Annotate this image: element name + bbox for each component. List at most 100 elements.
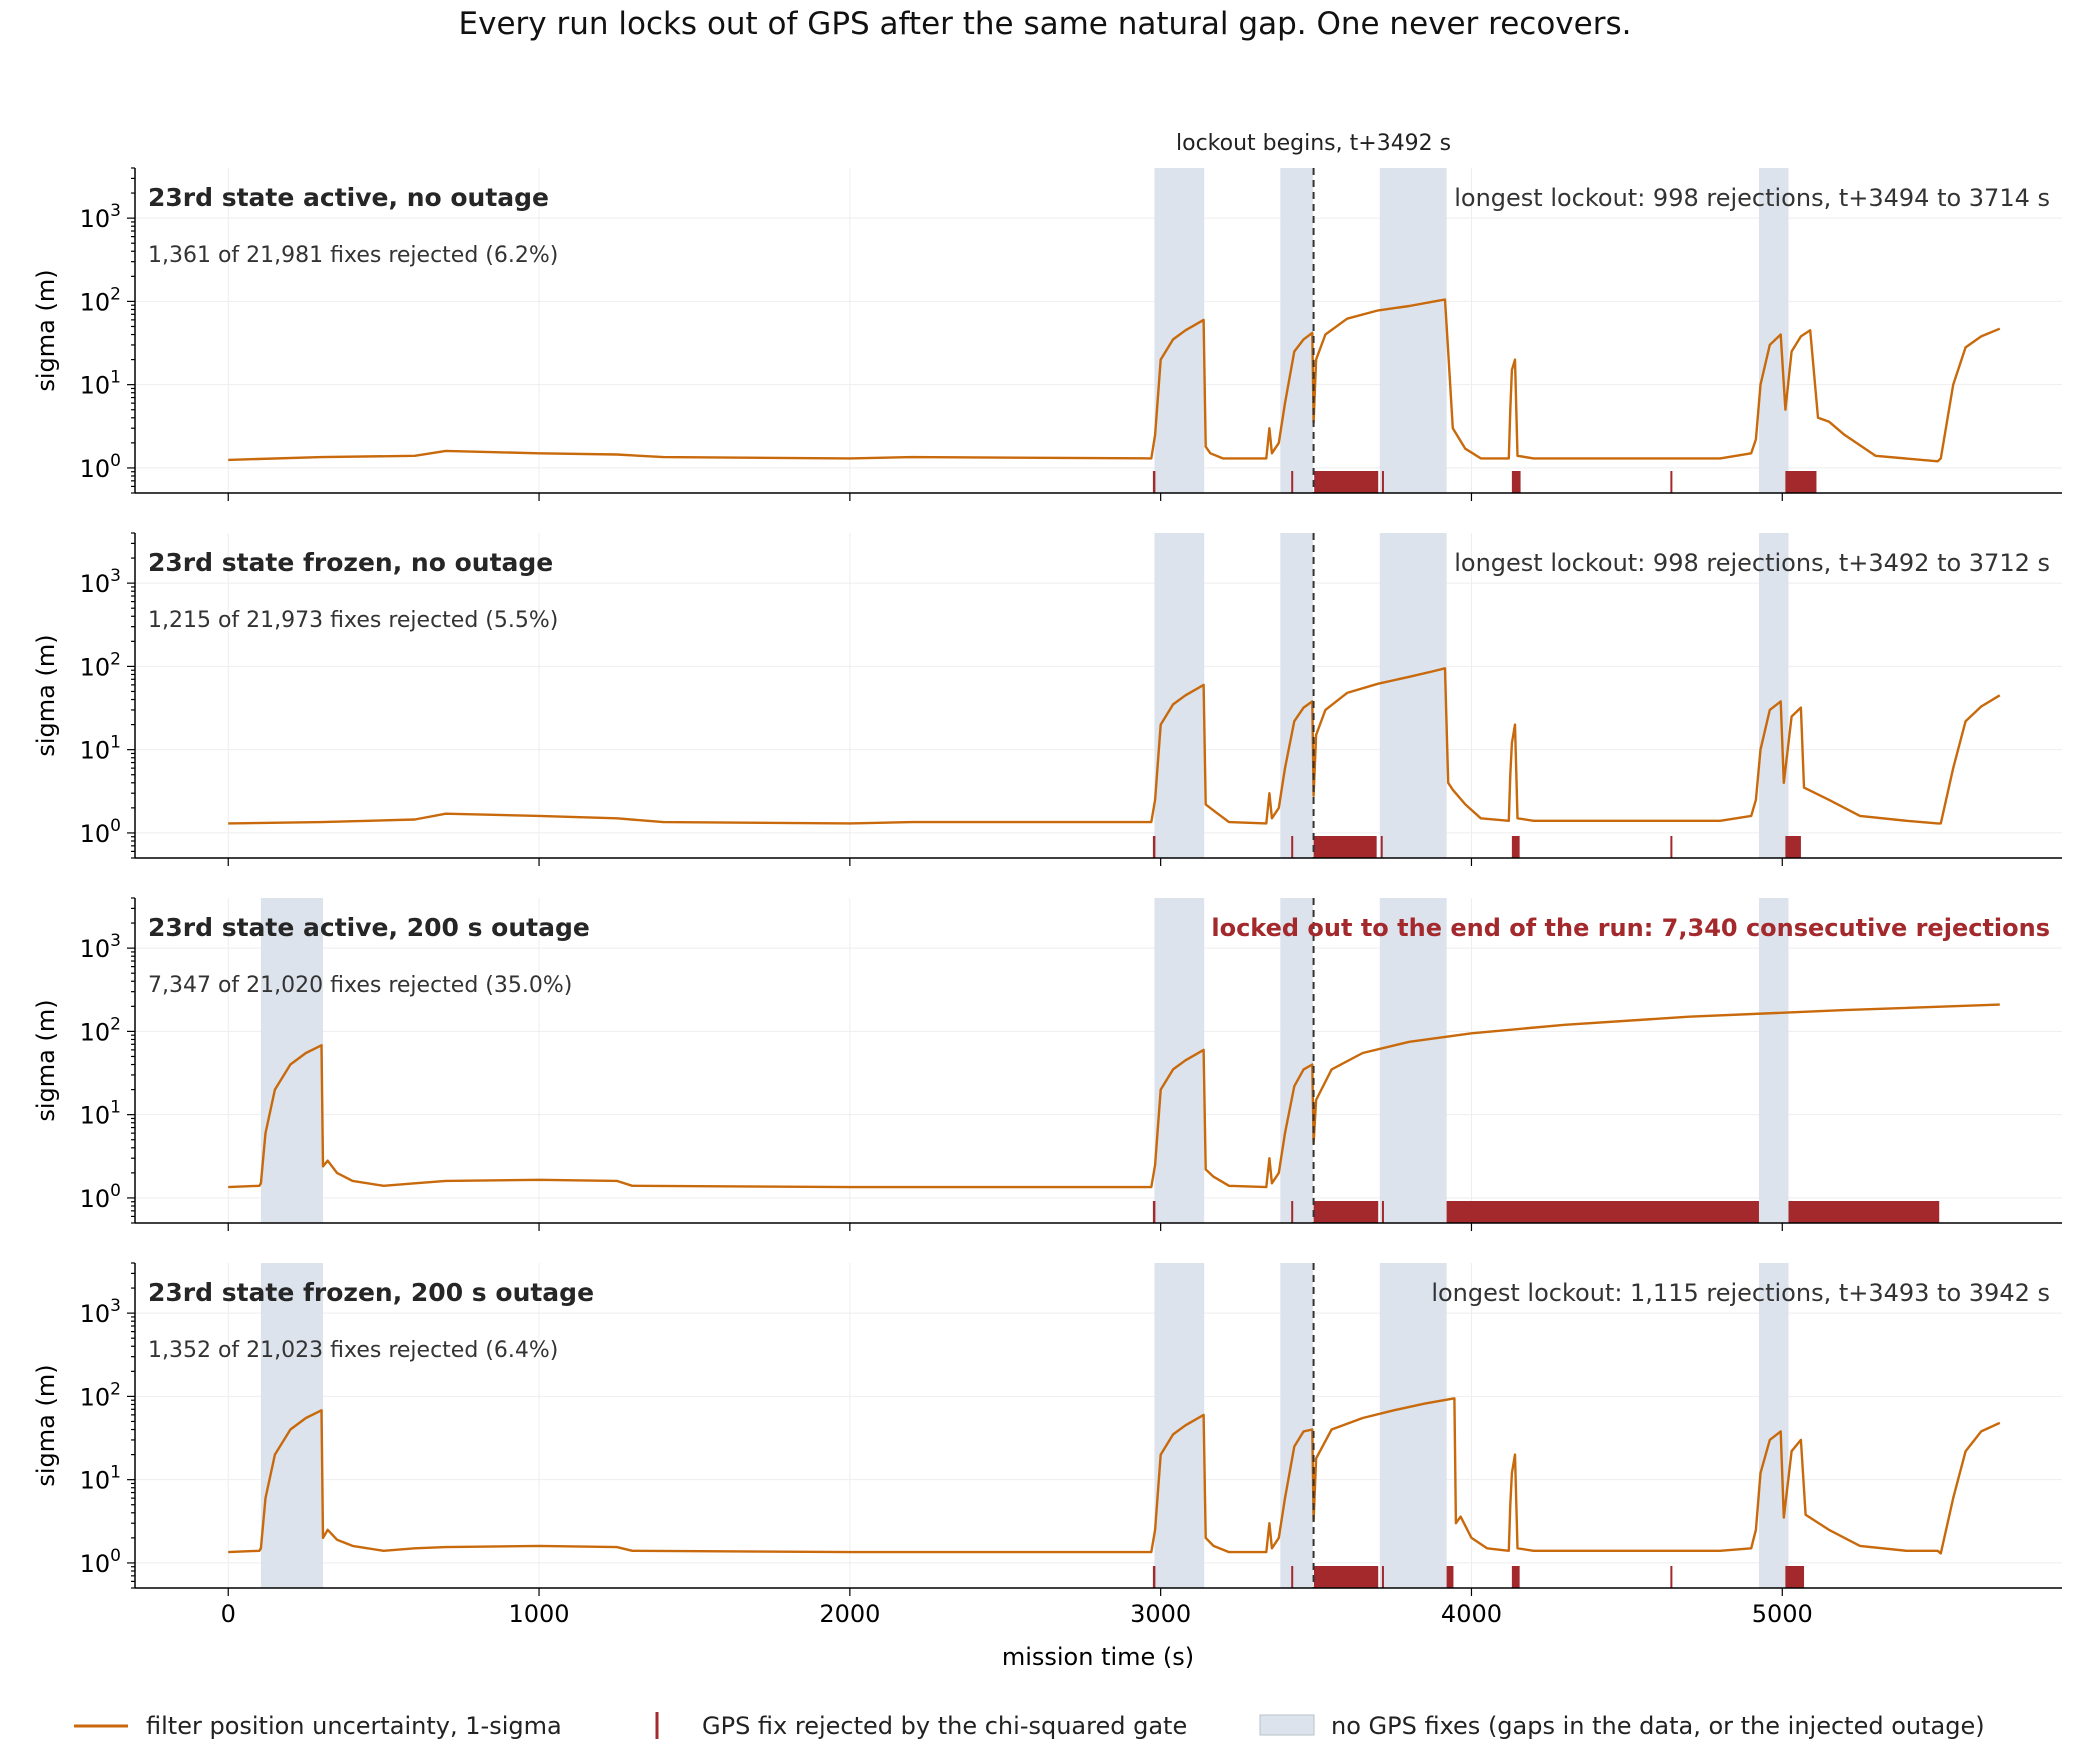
- y-tick-exponent: 3: [110, 931, 121, 951]
- no-gps-band: [1758, 1263, 1789, 1588]
- no-gps-band: [1154, 898, 1205, 1223]
- y-axis-title: sigma (m): [32, 269, 60, 391]
- rejection-mark: [1313, 836, 1377, 858]
- y-tick-base: 10: [80, 1185, 111, 1213]
- y-tick-label: 101: [80, 733, 121, 765]
- legend-label: GPS fix rejected by the chi-squared gate: [702, 1712, 1187, 1740]
- x-tick-label: 3000: [1130, 1600, 1191, 1628]
- rejection-mark: [1788, 1201, 1940, 1223]
- panel-subtitle: 7,347 of 21,020 fixes rejected (35.0%): [148, 973, 572, 998]
- rejection-mark: [1152, 471, 1156, 493]
- rejection-mark: [1381, 471, 1384, 493]
- y-tick-label: 102: [80, 284, 121, 316]
- y-tick-exponent: 0: [110, 1181, 121, 1201]
- sigma-line: [228, 1003, 2000, 1189]
- y-tick-exponent: 0: [110, 816, 121, 836]
- sigma-line: [228, 1397, 2001, 1555]
- sigma-line: [228, 298, 2001, 463]
- legend-label: filter position uncertainty, 1-sigma: [146, 1712, 562, 1740]
- y-axis-title: sigma (m): [32, 1364, 60, 1486]
- panel-title: 23rd state active, 200 s outage: [148, 913, 590, 942]
- sigma-line: [228, 667, 2001, 825]
- y-axis-title: sigma (m): [32, 634, 60, 756]
- legend: filter position uncertainty, 1-sigma GPS …: [74, 1712, 1985, 1740]
- legend-label: no GPS fixes (gaps in the data, or the i…: [1331, 1712, 1985, 1740]
- panel-subtitle: 1,361 of 21,981 fixes rejected (6.2%): [148, 243, 558, 268]
- x-tick-label: 5000: [1752, 1600, 1813, 1628]
- y-tick-exponent: 2: [110, 649, 121, 669]
- y-tick-base: 10: [80, 372, 111, 400]
- rejection-mark: [1785, 1566, 1805, 1588]
- y-tick-exponent: 2: [110, 1379, 121, 1399]
- rejection-mark: [1152, 1201, 1156, 1223]
- rejection-mark: [1313, 1201, 1379, 1223]
- y-tick-base: 10: [80, 205, 111, 233]
- no-gps-band: [1280, 168, 1313, 493]
- no-gps-band: [1379, 168, 1447, 493]
- panel-title: 23rd state frozen, no outage: [148, 548, 553, 577]
- x-axis-title: mission time (s): [1002, 1643, 1194, 1671]
- rejection-mark: [1511, 471, 1521, 493]
- no-gps-band: [1280, 1263, 1313, 1588]
- no-gps-band: [1379, 898, 1447, 1223]
- y-tick-base: 10: [80, 653, 111, 681]
- no-gps-band: [260, 1263, 324, 1588]
- y-tick-exponent: 1: [110, 368, 121, 388]
- y-tick-base: 10: [80, 820, 111, 848]
- rejection-mark: [1670, 1566, 1673, 1588]
- rejection-mark: [1446, 1566, 1454, 1588]
- rejection-mark: [1511, 836, 1520, 858]
- y-tick-label: 101: [80, 1463, 121, 1495]
- y-tick-label: 100: [80, 1546, 121, 1578]
- y-tick-exponent: 3: [110, 566, 121, 586]
- y-tick-exponent: 1: [110, 733, 121, 753]
- x-tick-label: 0: [221, 1600, 236, 1628]
- y-tick-exponent: 0: [110, 451, 121, 471]
- y-tick-label: 100: [80, 451, 121, 483]
- rejection-mark: [1314, 471, 1379, 493]
- rejection-mark: [1670, 471, 1673, 493]
- no-gps-band: [1154, 533, 1205, 858]
- no-gps-band: [1758, 168, 1789, 493]
- y-tick-exponent: 2: [110, 1014, 121, 1034]
- rejection-mark: [1785, 471, 1817, 493]
- y-tick-label: 102: [80, 1379, 121, 1411]
- y-tick-exponent: 3: [110, 201, 121, 221]
- y-tick-label: 100: [80, 816, 121, 848]
- no-gps-band: [1379, 533, 1447, 858]
- no-gps-band: [1379, 1263, 1447, 1588]
- y-tick-base: 10: [80, 288, 111, 316]
- y-tick-base: 10: [80, 737, 111, 765]
- x-tick-label: 4000: [1441, 1600, 1502, 1628]
- panel-subtitle: 1,215 of 21,973 fixes rejected (5.5%): [148, 608, 558, 633]
- panel-note: longest lockout: 1,115 rejections, t+349…: [1431, 1279, 2050, 1307]
- x-tick-label: 2000: [819, 1600, 880, 1628]
- y-tick-label: 101: [80, 1098, 121, 1130]
- legend-patch-swatch: [1259, 1714, 1315, 1736]
- rejection-mark: [1291, 471, 1294, 493]
- y-tick-label: 101: [80, 368, 121, 400]
- panel-subtitle: 1,352 of 21,023 fixes rejected (6.4%): [148, 1338, 558, 1363]
- y-tick-exponent: 3: [110, 1296, 121, 1316]
- y-tick-exponent: 1: [110, 1463, 121, 1483]
- rejection-mark: [1670, 836, 1673, 858]
- rejection-mark: [1313, 1566, 1379, 1588]
- y-tick-base: 10: [80, 1550, 111, 1578]
- no-gps-band: [1758, 898, 1789, 1223]
- no-gps-band: [1758, 533, 1789, 858]
- y-tick-label: 102: [80, 1014, 121, 1046]
- y-tick-label: 103: [80, 201, 121, 233]
- panel-warning: locked out to the end of the run: 7,340 …: [1211, 914, 2050, 942]
- no-gps-band: [1280, 533, 1313, 858]
- panel-title: 23rd state active, no outage: [148, 183, 549, 212]
- panel-title: 23rd state frozen, 200 s outage: [148, 1278, 594, 1307]
- y-tick-base: 10: [80, 570, 111, 598]
- lockout-annotation: lockout begins, t+3492 s: [1176, 131, 1451, 156]
- y-tick-exponent: 2: [110, 284, 121, 304]
- rejection-mark: [1785, 836, 1801, 858]
